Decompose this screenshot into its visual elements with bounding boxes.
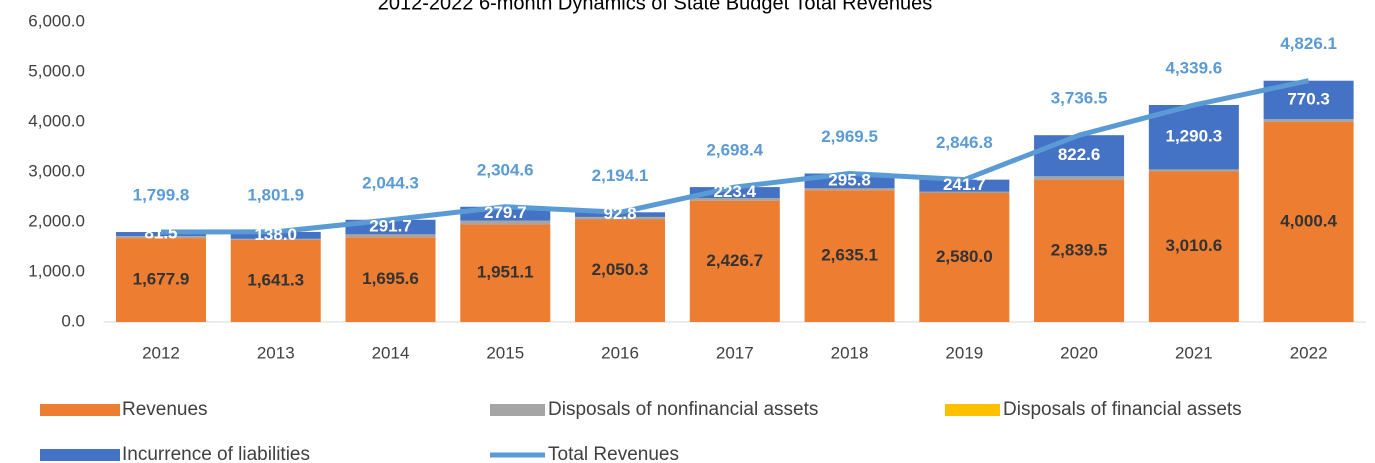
legend-label: Total Revenues bbox=[548, 444, 679, 463]
data-label: 2,050.3 bbox=[592, 260, 649, 279]
bar-segment bbox=[575, 217, 666, 220]
bar-segment bbox=[1263, 121, 1354, 322]
bar-segment bbox=[689, 198, 780, 201]
data-label: 1,799.8 bbox=[133, 185, 190, 204]
data-label: 2,839.5 bbox=[1051, 240, 1108, 259]
y-tick-label: 3,000.0 bbox=[28, 161, 85, 180]
data-label: 2,194.1 bbox=[592, 166, 649, 185]
data-label: 1,695.6 bbox=[362, 269, 419, 288]
bar-segment bbox=[689, 187, 780, 199]
data-label: 2,846.8 bbox=[936, 133, 993, 152]
x-tick-label: 2022 bbox=[1290, 343, 1328, 362]
data-label: 1,801.9 bbox=[247, 185, 304, 204]
total-line bbox=[160, 78, 1310, 235]
bar-segment bbox=[115, 232, 206, 237]
bar-segment bbox=[230, 231, 321, 239]
data-label: 2,044.3 bbox=[362, 173, 419, 192]
data-label: 92.8 bbox=[603, 204, 636, 223]
legend-label: Revenues bbox=[122, 399, 208, 420]
bar-segment bbox=[345, 234, 436, 238]
bar-segment bbox=[230, 239, 321, 322]
legend-label: Disposals of nonfinancial assets bbox=[548, 399, 818, 420]
x-tick-label: 2020 bbox=[1060, 343, 1098, 362]
bar-segment bbox=[804, 188, 895, 191]
bar-segment bbox=[345, 237, 436, 322]
bar-segment bbox=[919, 193, 1010, 322]
x-tick-label: 2021 bbox=[1175, 343, 1213, 362]
x-tick-label: 2016 bbox=[601, 343, 639, 362]
data-label: 822.6 bbox=[1058, 145, 1101, 164]
data-label: 4,826.1 bbox=[1280, 34, 1337, 53]
data-label: 223.4 bbox=[714, 182, 757, 201]
bar-segment bbox=[1148, 171, 1239, 322]
x-tick-label: 2017 bbox=[716, 343, 754, 362]
y-tick-label: 0.0 bbox=[61, 311, 85, 330]
data-label: 2,635.1 bbox=[821, 246, 878, 265]
data-label: 279.7 bbox=[484, 203, 527, 222]
bar-segment bbox=[575, 219, 666, 322]
x-tick-label: 2014 bbox=[372, 343, 410, 362]
data-label: 2,969.5 bbox=[821, 127, 878, 146]
x-tick-label: 2018 bbox=[831, 343, 869, 362]
data-label: 3,010.6 bbox=[1165, 236, 1222, 255]
data-label: 2,426.7 bbox=[706, 251, 763, 270]
legend-label: Disposals of financial assets bbox=[1003, 399, 1242, 420]
data-label: 291.7 bbox=[369, 217, 412, 236]
bar-segment bbox=[230, 238, 321, 240]
x-tick-label: 2012 bbox=[142, 343, 180, 362]
data-label: 1,641.3 bbox=[247, 270, 304, 289]
bar-segment bbox=[1148, 169, 1239, 172]
data-label: 4,339.6 bbox=[1165, 59, 1222, 78]
bar-segment bbox=[804, 190, 895, 322]
chart-title: 2012-2022 6-month Dynamics of State Budg… bbox=[378, 0, 932, 14]
y-tick-label: 1,000.0 bbox=[28, 261, 85, 280]
legend-swatch bbox=[490, 404, 545, 416]
data-label: 1,290.3 bbox=[1165, 127, 1222, 146]
y-tick-label: 4,000.0 bbox=[28, 111, 85, 130]
bar-segment bbox=[1148, 105, 1239, 170]
data-label: 3,736.5 bbox=[1051, 89, 1108, 108]
x-tick-label: 2015 bbox=[486, 343, 524, 362]
data-label: 2,304.6 bbox=[477, 160, 534, 179]
legend-label: Incurrence of liabilities bbox=[122, 444, 310, 463]
legend-swatch bbox=[945, 404, 1000, 416]
y-tick-label: 6,000.0 bbox=[28, 11, 85, 30]
bar-segment bbox=[115, 236, 206, 239]
y-tick-label: 5,000.0 bbox=[28, 61, 85, 80]
bar-segment bbox=[1263, 119, 1354, 122]
y-tick-label: 2,000.0 bbox=[28, 211, 85, 230]
data-label: 241.7 bbox=[943, 175, 986, 194]
legend-swatch bbox=[40, 404, 120, 416]
data-label: 2,698.4 bbox=[706, 141, 763, 160]
bar-segment bbox=[919, 179, 1010, 192]
data-label: 1,951.1 bbox=[477, 263, 534, 282]
bar-segment bbox=[1034, 135, 1125, 177]
data-label: 4,000.4 bbox=[1280, 211, 1337, 230]
data-label: 138.0 bbox=[254, 225, 297, 244]
bar-segment bbox=[1034, 176, 1125, 181]
x-tick-label: 2019 bbox=[945, 343, 983, 362]
x-tick-label: 2013 bbox=[257, 343, 295, 362]
legend-swatch bbox=[40, 449, 120, 461]
data-label: 295.8 bbox=[828, 170, 871, 189]
bar-segment bbox=[460, 224, 551, 322]
data-label: 81.5 bbox=[144, 224, 177, 243]
bar-segment bbox=[460, 220, 551, 225]
data-label: 1,677.9 bbox=[133, 270, 190, 289]
bar-segment bbox=[1034, 180, 1125, 322]
bar-segment bbox=[689, 200, 780, 322]
data-label: 2,580.0 bbox=[936, 247, 993, 266]
data-label: 770.3 bbox=[1287, 89, 1330, 108]
bar-segment bbox=[115, 238, 206, 322]
bar-segment bbox=[919, 191, 1010, 193]
